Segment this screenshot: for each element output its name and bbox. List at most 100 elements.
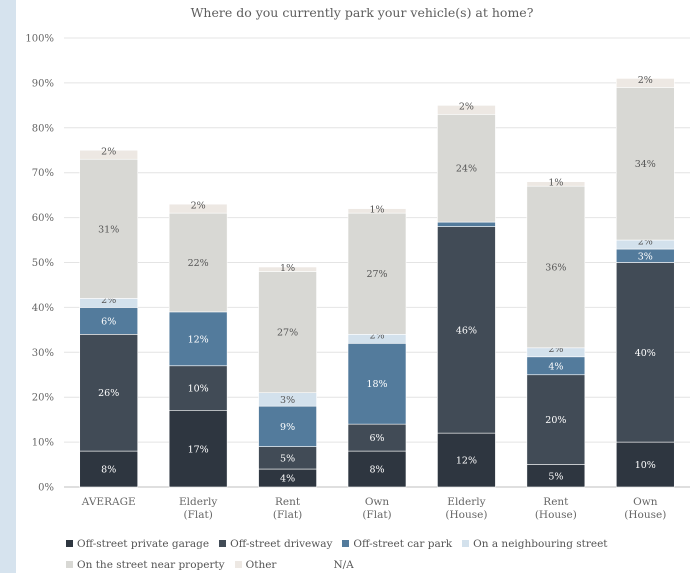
y-tick-label: 40% bbox=[32, 303, 54, 314]
legend-item: Off-street private garage bbox=[66, 538, 209, 550]
data-label: 22% bbox=[188, 258, 209, 269]
legend-swatch bbox=[66, 561, 73, 568]
x-axis: AVERAGE Elderly(Flat)Rent(Flat)Own(Flat)E… bbox=[81, 496, 667, 521]
bar-segment bbox=[79, 334, 139, 452]
bar-segment bbox=[347, 208, 407, 214]
chart-title: Where do you currently park your vehicle… bbox=[191, 5, 534, 20]
data-label: 4% bbox=[280, 474, 295, 485]
y-tick-label: 80% bbox=[32, 123, 54, 134]
data-label: 18% bbox=[366, 379, 387, 390]
data-label: 5% bbox=[280, 453, 295, 464]
bar-segment bbox=[168, 203, 228, 214]
data-label: 5% bbox=[548, 471, 563, 482]
x-tick-label: Own bbox=[633, 496, 658, 508]
bar-segment bbox=[79, 450, 139, 488]
y-tick-label: 0% bbox=[38, 483, 54, 494]
data-label: 12% bbox=[188, 334, 209, 345]
bar-segment bbox=[437, 226, 496, 434]
data-label: 27% bbox=[366, 269, 387, 280]
data-label: 2% bbox=[638, 236, 653, 247]
legend-label: Off-street car park bbox=[353, 537, 453, 550]
data-label: 8% bbox=[101, 465, 116, 476]
data-label: 2% bbox=[369, 331, 384, 342]
left-accent-strip bbox=[0, 0, 16, 573]
x-tick-label: (House) bbox=[535, 509, 577, 521]
bar-segment bbox=[258, 266, 317, 272]
legend: Off-street private garage Off-street driv… bbox=[66, 533, 686, 575]
legend-item: On a neighbouring street bbox=[462, 537, 608, 550]
y-axis: 0% 10% 20% 30% 40% 50% 60% 70% 80% 90% 100% bbox=[25, 34, 54, 494]
bar-stack: 4% 5% 9% 3% 27% 1% bbox=[258, 263, 317, 488]
legend-swatch bbox=[66, 540, 73, 547]
bar-segment bbox=[79, 307, 139, 335]
legend-item: Off-street driveway bbox=[219, 538, 332, 550]
x-tick-label: Rent bbox=[275, 496, 301, 508]
bar-segment bbox=[347, 212, 407, 335]
legend-label: N/A bbox=[333, 558, 354, 571]
bar-segment bbox=[168, 410, 228, 488]
x-tick-label: Elderly bbox=[179, 496, 217, 508]
data-label: 2% bbox=[459, 102, 474, 113]
legend-swatch bbox=[322, 561, 330, 568]
x-tick-label: Elderly bbox=[447, 496, 485, 508]
bar-segment bbox=[437, 105, 496, 115]
bar-segment bbox=[437, 221, 496, 227]
bar-stack: 8% 6% 18% 2% 27% 1% bbox=[347, 205, 407, 488]
bar-segment bbox=[347, 423, 407, 452]
legend-item: Off-street car park bbox=[342, 538, 452, 550]
data-label: 17% bbox=[188, 444, 209, 455]
bar-segment bbox=[258, 405, 317, 447]
data-label: 2% bbox=[101, 295, 116, 306]
legend-row: Off-street private garage Off-street driv… bbox=[66, 533, 686, 554]
bar-segment bbox=[437, 432, 496, 488]
legend-label: Other bbox=[245, 558, 277, 571]
bar-segment bbox=[526, 374, 586, 465]
y-tick-label: 10% bbox=[32, 438, 54, 449]
legend-swatch bbox=[462, 540, 470, 547]
data-label: 3% bbox=[638, 251, 653, 262]
bar-segment bbox=[526, 181, 586, 187]
legend-item: Other bbox=[234, 558, 277, 571]
data-label: 4% bbox=[548, 361, 563, 372]
x-tick-label: (Flat) bbox=[362, 509, 391, 521]
data-label: 6% bbox=[101, 316, 116, 327]
y-tick-label: 100% bbox=[25, 34, 54, 45]
y-tick-label: 60% bbox=[32, 213, 54, 224]
bar-segment bbox=[79, 158, 139, 299]
bar-segment bbox=[168, 365, 228, 411]
bar-segment bbox=[168, 311, 228, 367]
bar-segment bbox=[347, 343, 407, 425]
x-tick-label: AVERAGE bbox=[81, 496, 136, 508]
y-tick-label: 90% bbox=[32, 78, 54, 89]
bars: 8% 26% 6% 2% 31% 2% 17% 10% 12% 22% 2% 4% 5% 9% 3% 27% 1… bbox=[79, 75, 675, 488]
data-label: 1% bbox=[548, 178, 563, 189]
legend-item: N/A bbox=[322, 558, 354, 571]
y-tick-label: 20% bbox=[32, 393, 54, 404]
data-label: 34% bbox=[635, 159, 656, 170]
data-label: 10% bbox=[635, 460, 656, 471]
x-tick-label: (Flat) bbox=[183, 509, 212, 521]
bar-segment bbox=[615, 441, 675, 488]
bar-segment bbox=[347, 450, 407, 488]
x-tick-label: (Flat) bbox=[273, 509, 302, 521]
legend-swatch bbox=[342, 540, 350, 547]
data-label: 3% bbox=[280, 395, 295, 406]
data-label: 6% bbox=[369, 433, 384, 444]
y-tick-label: 30% bbox=[32, 348, 54, 359]
legend-swatch bbox=[234, 561, 242, 568]
legend-label: On a neighbouring street bbox=[473, 537, 608, 550]
data-label: 8% bbox=[369, 465, 384, 476]
x-tick-label: Own bbox=[365, 496, 390, 508]
data-label: 36% bbox=[545, 262, 566, 273]
legend-label: On the street near property bbox=[77, 558, 225, 571]
bar-segment bbox=[526, 185, 586, 349]
legend-label: Off-street private garage bbox=[77, 537, 210, 550]
data-label: 27% bbox=[277, 328, 298, 339]
x-tick-label: (House) bbox=[624, 509, 666, 521]
data-label: 2% bbox=[638, 75, 653, 86]
data-label: 31% bbox=[98, 224, 119, 235]
bar-segment bbox=[258, 271, 317, 394]
bar-stack: 17% 10% 12% 22% 2% bbox=[168, 201, 228, 488]
data-label: 46% bbox=[456, 325, 477, 336]
